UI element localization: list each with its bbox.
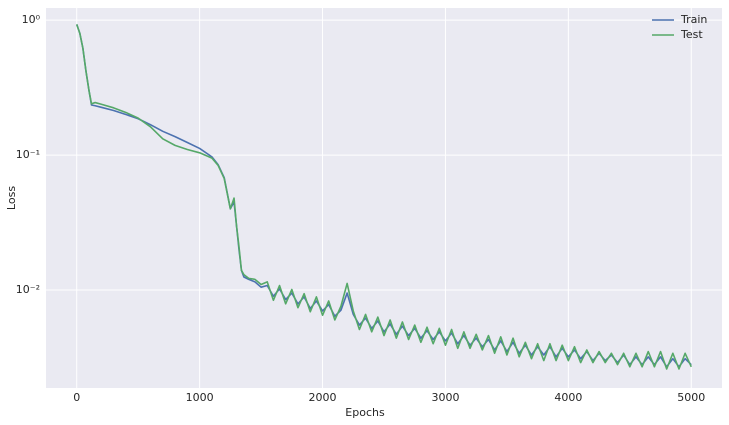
x-tick-label: 4000 <box>554 391 582 404</box>
x-tick-label: 5000 <box>677 391 705 404</box>
y-tick-label: 10⁰ <box>22 13 41 26</box>
line-series <box>75 24 692 370</box>
x-axis-label: Epochs <box>345 406 385 419</box>
x-tick-label: 0 <box>73 391 80 404</box>
x-tick-label: 1000 <box>186 391 214 404</box>
y-axis-label: Loss <box>5 186 18 210</box>
legend-label: Train <box>680 13 707 26</box>
legend-label: Test <box>680 28 703 41</box>
y-tick-label: 10⁻² <box>16 283 40 296</box>
x-tick-label: 2000 <box>309 391 337 404</box>
plot-area <box>46 8 722 388</box>
y-tick-label: 10⁻¹ <box>16 148 40 161</box>
x-tick-label: 3000 <box>431 391 459 404</box>
